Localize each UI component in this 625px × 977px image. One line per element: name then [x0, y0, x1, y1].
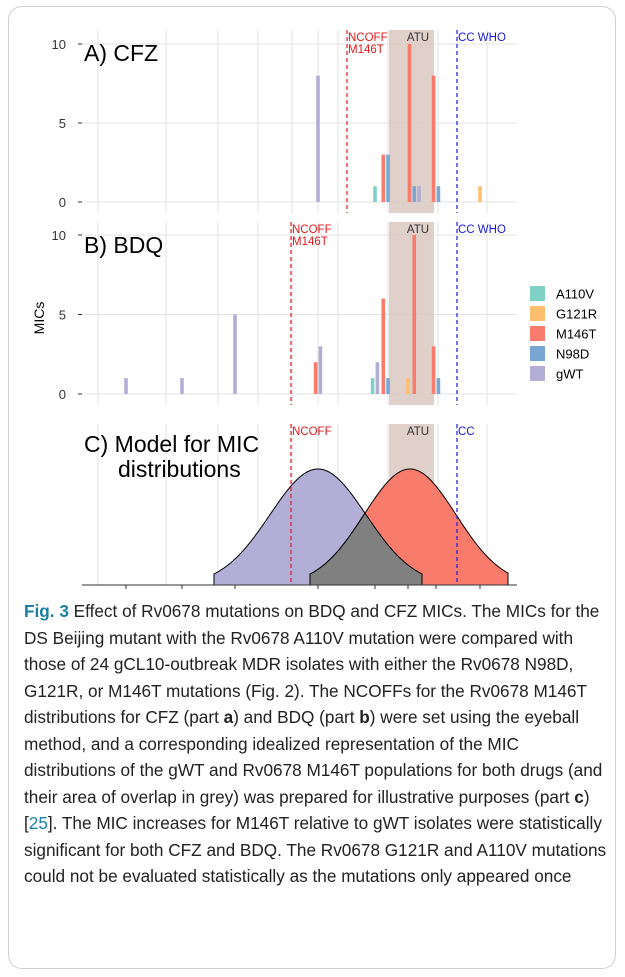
x-tick-label: 2.0	[471, 598, 489, 600]
bar-gwt	[318, 346, 323, 394]
panel-background	[82, 222, 517, 405]
bar-n98d	[436, 186, 441, 202]
panel-title: B) BDQ	[84, 232, 163, 258]
legend-label: G121R	[556, 307, 597, 322]
x-tick-label: ≤ 0.03	[108, 598, 144, 600]
legend-label: N98D	[556, 347, 589, 362]
bar-n98d	[412, 186, 417, 202]
x-tick-label: 0.75	[395, 598, 420, 600]
bar-a110v	[370, 378, 375, 394]
atu-label: ATU	[407, 32, 429, 44]
ncoff-label: M146T	[292, 236, 328, 248]
y-tick-label: 5	[59, 116, 66, 131]
x-tick-label: 0.06	[169, 598, 194, 600]
x-tick-label: 1.0	[427, 598, 445, 600]
bar-m146t	[381, 154, 386, 202]
y-tick-label: 10	[52, 37, 66, 52]
legend: A110V G121R M146T N98D gWT	[530, 286, 597, 382]
y-tick-label: 5	[59, 308, 66, 323]
panel-title: C) Model for MIC	[84, 431, 259, 457]
atu-label: ATU	[407, 426, 429, 438]
legend-label: M146T	[556, 327, 597, 342]
bar-gwt	[180, 378, 184, 394]
bar-g121r	[406, 378, 410, 394]
y-axis-label: MICs	[31, 302, 47, 335]
model-curves	[213, 468, 509, 586]
cc-label: CC WHO	[458, 224, 506, 236]
caption-ref-link[interactable]: 25	[28, 813, 48, 833]
x-tick-label: 0.5	[366, 598, 384, 600]
caption-text-5: ]. The MIC increases for M146T relative …	[24, 813, 607, 886]
panel-a	[82, 30, 517, 213]
panel-background	[82, 30, 517, 213]
bars-b: 0 5 10	[52, 228, 441, 402]
figure-caption: Fig. 3 Effect of Rv0678 mutations on BDQ…	[24, 598, 610, 890]
bar-n98d	[386, 378, 390, 394]
legend-swatch	[530, 346, 545, 361]
bar-gwt	[375, 362, 380, 394]
ncoff-label: M146T	[348, 44, 384, 56]
caption-part-c: c	[574, 786, 584, 807]
bars-a: 0 5 10	[52, 37, 482, 210]
cc-label: CC	[458, 426, 475, 438]
figure-frame	[8, 6, 616, 969]
x-tick-label: 0.125	[219, 598, 252, 600]
bar-m146t	[431, 346, 436, 394]
panel-title: A) CFZ	[84, 40, 158, 66]
legend-label: gWT	[556, 367, 584, 382]
legend-swatch	[530, 306, 545, 321]
bar-m146t	[412, 235, 417, 394]
legend-swatch	[530, 366, 545, 381]
bar-m146t	[407, 44, 412, 202]
caption-text-4: ) [	[24, 786, 590, 834]
bar-m146t	[381, 298, 386, 394]
ncoff-label: NCOFF	[348, 32, 388, 44]
bar-m146t	[313, 362, 318, 394]
bar-a110v	[373, 186, 377, 202]
legend-swatch	[530, 286, 545, 301]
bar-gwt	[233, 314, 237, 394]
model-overlap-area	[309, 512, 423, 586]
x-axis: ≤ 0.030.060.1250.250.50.751.02.0MIC (mg/…	[82, 584, 517, 600]
y-tick-label: 10	[52, 228, 66, 243]
bar-gwt	[417, 186, 421, 202]
x-tick-label: 0.25	[305, 598, 330, 600]
bar-m146t	[431, 75, 436, 202]
legend-label: A110V	[556, 287, 594, 302]
caption-fig-label: Fig. 3	[24, 601, 69, 621]
panel-b	[82, 222, 517, 405]
caption-text-3: ) were set using the eyeball method, and…	[24, 707, 603, 807]
bar-n98d	[436, 378, 441, 394]
cc-label: CC WHO	[458, 32, 506, 44]
atu-band	[389, 222, 434, 405]
legend-swatch	[530, 326, 545, 341]
bar-gwt	[124, 378, 128, 394]
panel-title: distributions	[118, 456, 241, 482]
caption-text-1: Effect of Rv0678 mutations on BDQ and CF…	[24, 601, 600, 727]
caption-part-b: b	[359, 707, 370, 727]
atu-band	[389, 30, 434, 213]
ncoff-label: NCOFF	[292, 426, 332, 438]
bar-n98d	[386, 154, 390, 202]
y-tick-label: 0	[59, 195, 66, 210]
caption-text-2: ) and BDQ (part	[233, 707, 360, 727]
atu-label: ATU	[407, 224, 429, 236]
caption-part-a: a	[223, 707, 234, 727]
y-tick-label: 0	[59, 387, 66, 402]
bar-gwt	[316, 75, 320, 202]
bar-g121r	[478, 186, 482, 202]
ncoff-label: NCOFF	[292, 224, 332, 236]
